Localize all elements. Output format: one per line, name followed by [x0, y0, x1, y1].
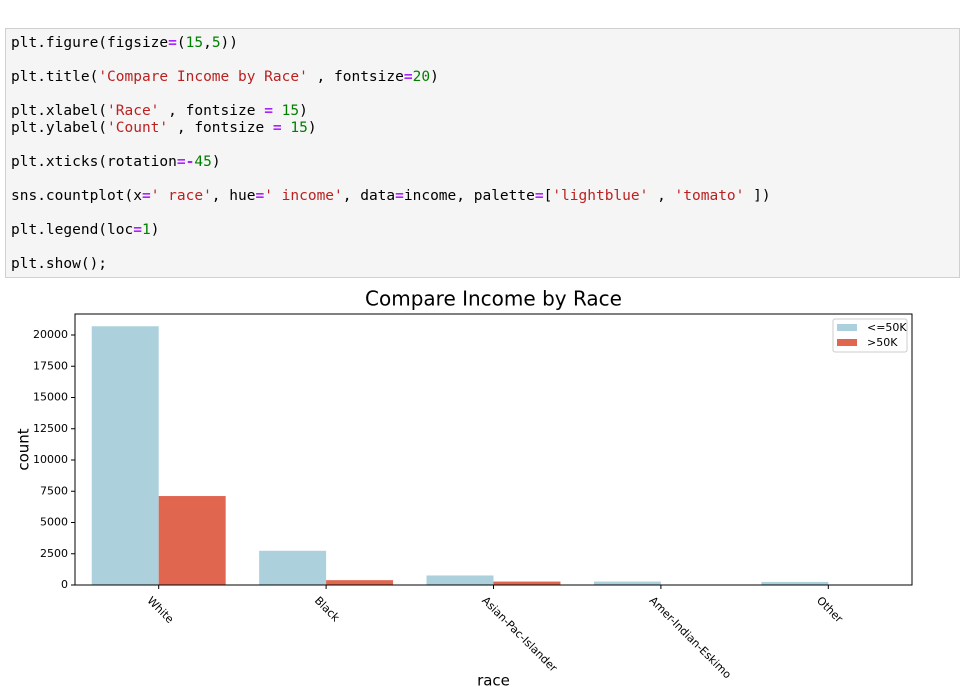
code-line: plt.figure(figsize=(15,5)) — [11, 35, 238, 52]
code-token: plt.title( — [11, 69, 99, 85]
code-token: plt.xticks(rotation — [11, 154, 177, 170]
code-token: 'tomato' — [674, 188, 745, 204]
bar — [259, 550, 327, 585]
y-axis-label: count — [15, 428, 33, 470]
code-token: ) — [211, 154, 221, 170]
code-token: income, palette — [403, 188, 535, 204]
x-tick-label: White — [144, 594, 176, 626]
chart: Compare Income by Race count race 0 2500 5000… — [15, 287, 913, 687]
code-token: [ — [543, 188, 553, 204]
chart-title: Compare Income by Race — [365, 287, 622, 311]
code-token: plt.show(); — [11, 256, 108, 272]
code-token: = — [255, 188, 265, 204]
bar — [426, 575, 494, 585]
code-token: ' income' — [264, 188, 343, 204]
code-token: = — [141, 188, 151, 204]
code-token: ) — [307, 120, 317, 136]
code-token: = — [264, 103, 273, 119]
code-token: plt.xlabel( — [11, 103, 108, 119]
code-token: , — [203, 35, 212, 51]
code-token: ' race' — [150, 188, 212, 204]
code-line: plt.ylabel('Count' , fontsize = 15) — [11, 120, 317, 137]
code-token: 45 — [194, 154, 212, 170]
code-token: = — [176, 154, 186, 170]
code-token: plt.legend(loc — [11, 222, 134, 238]
x-tick-label: Asian-Pac-Islander — [479, 594, 560, 675]
code-token: plt.figure(figsize — [11, 35, 169, 51]
code-line: sns.countplot(x=' race', hue=' income', … — [11, 188, 771, 205]
y-tick-label: 15000 — [33, 391, 68, 404]
code-token: ) — [299, 103, 308, 119]
y-tick-label: 5000 — [40, 516, 68, 529]
code-token: , — [648, 188, 675, 204]
y-tick-label: 12500 — [33, 422, 68, 435]
code-token: = — [395, 188, 404, 204]
bar — [91, 326, 159, 585]
code-token: 'Count' — [107, 120, 169, 136]
plot-frame — [74, 313, 913, 586]
y-tick-label: 2500 — [40, 547, 68, 560]
code-token: 'lightblue' — [552, 188, 649, 204]
code-token: ) — [150, 222, 160, 238]
code-token: = — [168, 35, 177, 51]
code-token: = — [403, 69, 413, 85]
code-line: plt.show(); — [11, 256, 107, 273]
code-token: ]) — [744, 188, 771, 204]
code-token: , hue — [211, 188, 256, 204]
code-token — [273, 103, 282, 119]
y-tick-label: 17500 — [33, 359, 68, 372]
code-token: 1 — [141, 222, 151, 238]
bar — [493, 581, 561, 585]
code-token: 15 — [290, 120, 308, 136]
legend-label: <=50K — [867, 321, 907, 334]
code-token: 'Compare Income by Race' — [98, 69, 308, 85]
code-token: , fontsize — [168, 120, 273, 136]
x-tick-label: Black — [312, 594, 343, 625]
code-token: sns.countplot(x — [11, 188, 142, 204]
y-tick-label: 10000 — [33, 453, 68, 466]
code-token: = — [534, 188, 544, 204]
legend-swatch — [837, 324, 857, 331]
code-token: 15 — [281, 103, 300, 119]
code-token: , data — [342, 188, 396, 204]
code-token: = — [272, 120, 282, 136]
code-token: 'Race' — [107, 103, 160, 119]
code-token: = — [133, 222, 142, 238]
bar — [761, 581, 829, 585]
code-token: ) — [430, 69, 439, 85]
y-tick-label: 20000 — [33, 328, 68, 341]
x-tick-label: Other — [814, 594, 846, 626]
code-line: plt.title('Compare Income by Race' , fon… — [11, 69, 439, 86]
code-token: )) — [220, 35, 239, 51]
code-line: plt.xlabel('Race' , fontsize = 15) — [11, 103, 308, 120]
code-token: 20 — [412, 69, 431, 85]
code-cell[interactable]: plt.figure(figsize=(15,5)) plt.title('Com… — [5, 28, 960, 278]
code-token: 5 — [211, 35, 221, 51]
legend-swatch — [837, 339, 857, 346]
x-axis-label: race — [477, 672, 510, 687]
code-token: 15 — [185, 35, 204, 51]
y-tick-label: 7500 — [40, 484, 68, 497]
bar — [593, 581, 661, 585]
code-token: ( — [176, 35, 186, 51]
bar — [326, 580, 394, 585]
y-tick-label: 0 — [61, 578, 68, 591]
code-token: , fontsize — [159, 103, 265, 119]
code-token: plt.ylabel( — [11, 120, 108, 136]
x-tick-label: Amer-Indian-Eskimo — [647, 594, 734, 681]
bar — [158, 496, 226, 585]
code-line: plt.legend(loc=1) — [11, 222, 159, 239]
code-token: - — [185, 154, 195, 170]
code-line: plt.xticks(rotation=-45) — [11, 154, 221, 171]
code-token: , fontsize — [307, 69, 404, 85]
legend-label: >50K — [867, 336, 898, 349]
